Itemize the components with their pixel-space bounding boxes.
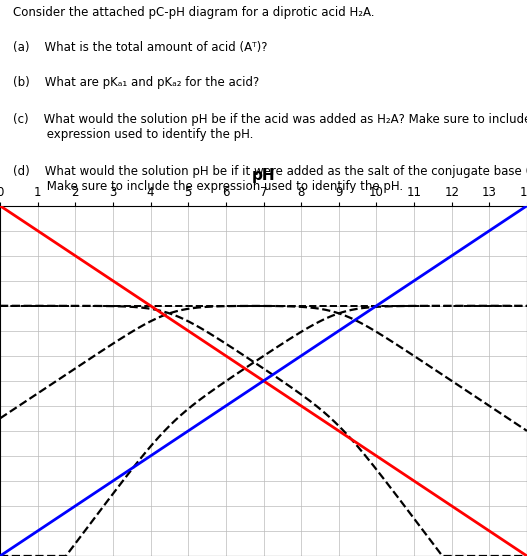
Text: (b)    What are pKₐ₁ and pKₐ₂ for the acid?: (b) What are pKₐ₁ and pKₐ₂ for the acid? xyxy=(13,76,259,89)
X-axis label: pH: pH xyxy=(252,168,275,183)
Text: Consider the attached pC-pH diagram for a diprotic acid H₂A.: Consider the attached pC-pH diagram for … xyxy=(13,6,375,19)
Text: (a)    What is the total amount of acid (Aᵀ)?: (a) What is the total amount of acid (Aᵀ… xyxy=(13,41,268,54)
Text: (c)    What would the solution pH be if the acid was added as H₂A? Make sure to : (c) What would the solution pH be if the… xyxy=(13,113,527,141)
Text: (d)    What would the solution pH be if it were added as the salt of the conjuga: (d) What would the solution pH be if it … xyxy=(13,165,527,192)
